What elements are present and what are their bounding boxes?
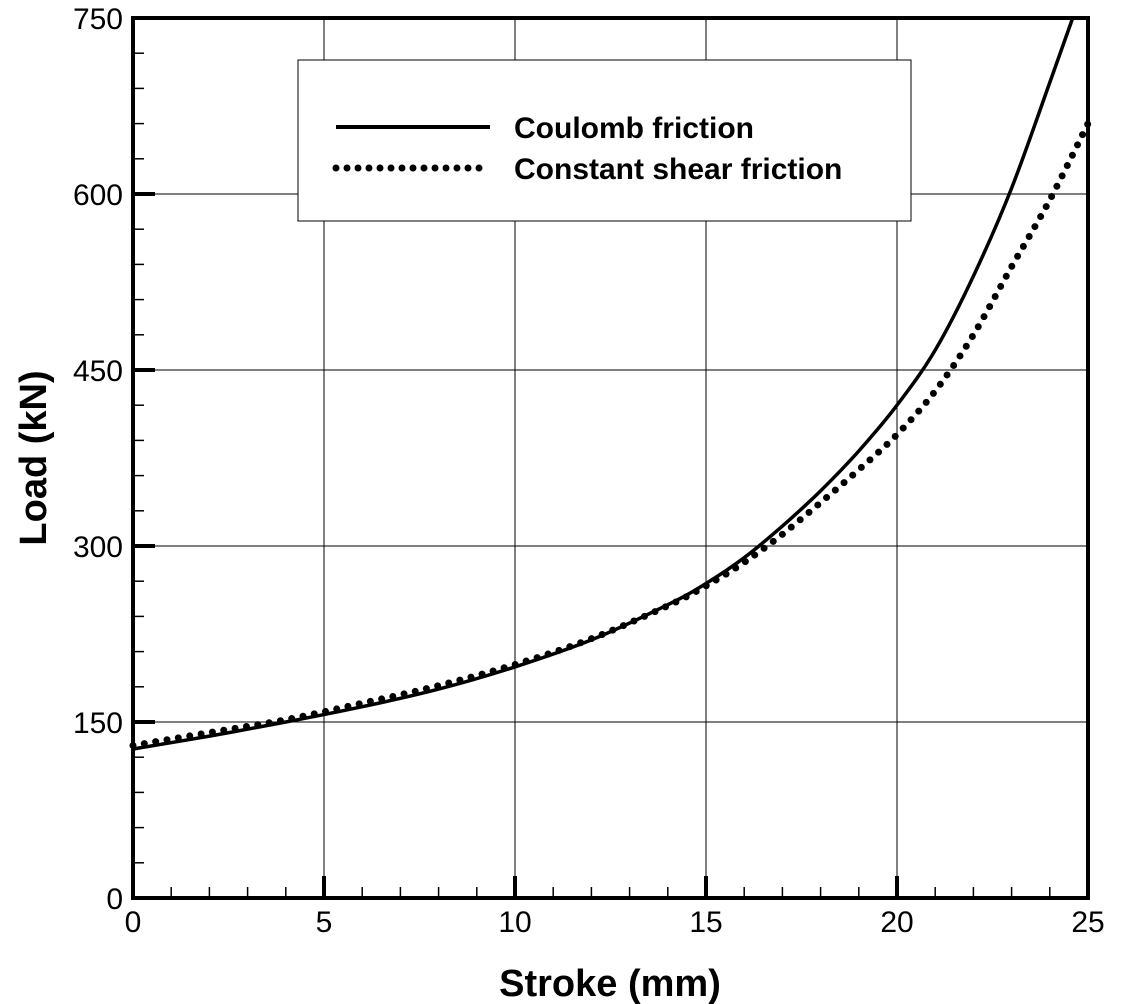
x-tick-label: 25 bbox=[1071, 906, 1104, 939]
x-tick-label: 10 bbox=[498, 906, 531, 939]
legend-box bbox=[297, 59, 912, 222]
series-line-coulomb-friction bbox=[132, 17, 1075, 751]
series-layer bbox=[129, 17, 1092, 751]
x-axis-title: Stroke (mm) bbox=[499, 963, 721, 1004]
x-tick-label: 0 bbox=[125, 906, 142, 939]
y-tick-label: 0 bbox=[106, 883, 123, 916]
y-tick-labels: 0 150 300 450 600 750 bbox=[73, 3, 123, 916]
legend: Coulomb friction Constant shear friction bbox=[297, 59, 912, 222]
y-tick-label: 750 bbox=[73, 3, 123, 36]
legend-label-constant-shear: Constant shear friction bbox=[514, 153, 842, 186]
y-tick-label: 150 bbox=[73, 707, 123, 740]
legend-label-coulomb: Coulomb friction bbox=[514, 112, 754, 145]
series-line-constant-shear-friction bbox=[129, 120, 1092, 749]
y-tick-label: 600 bbox=[73, 179, 123, 212]
x-tick-label: 5 bbox=[316, 906, 333, 939]
plot-frame bbox=[131, 16, 1090, 900]
x-tick-labels: 0 5 10 15 20 25 bbox=[125, 906, 1105, 939]
x-tick-label: 15 bbox=[689, 906, 722, 939]
y-tick-label: 300 bbox=[73, 531, 123, 564]
x-tick-label: 20 bbox=[880, 906, 913, 939]
y-axis-title: Load (kN) bbox=[13, 370, 55, 545]
y-tick-label: 450 bbox=[73, 355, 123, 388]
